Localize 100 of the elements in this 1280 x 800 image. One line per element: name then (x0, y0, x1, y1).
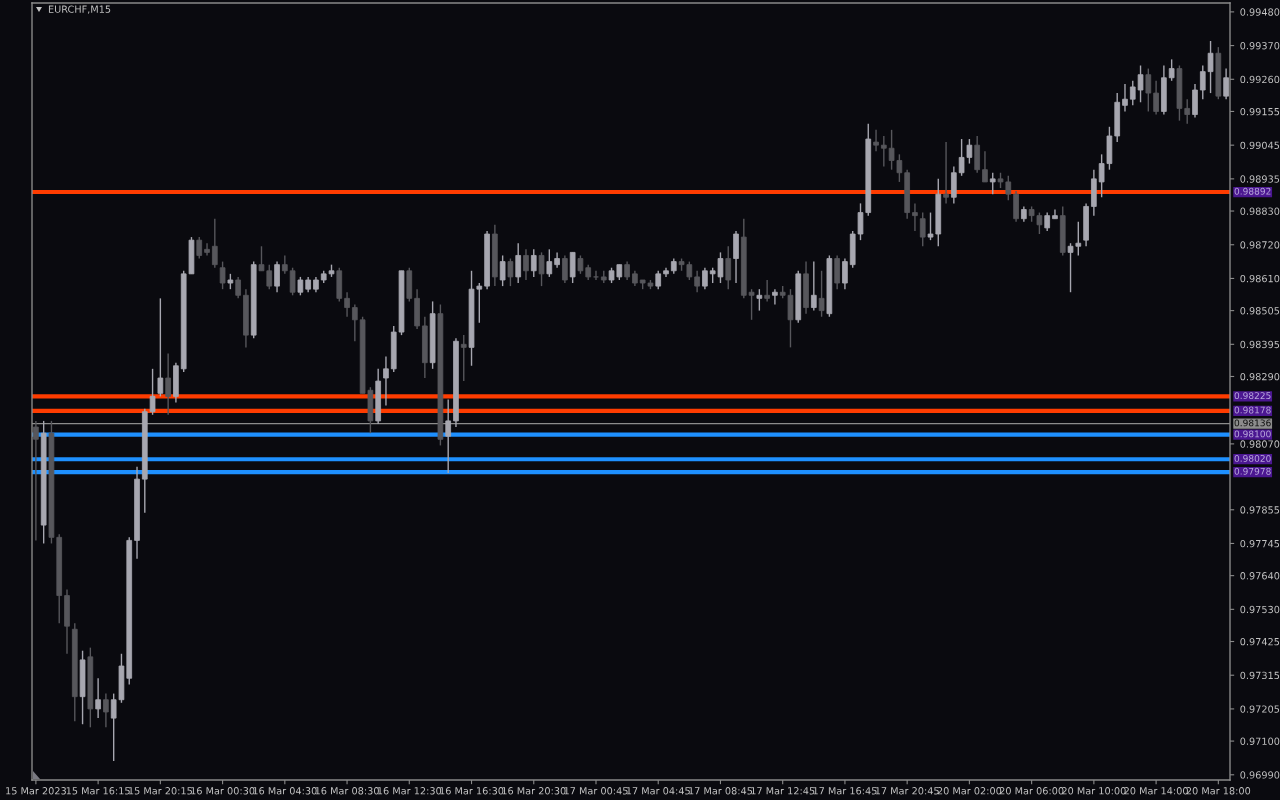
y-tick-label: 0.98610 (1240, 274, 1280, 283)
x-tick-label: 17 Mar 08:45 (689, 787, 753, 795)
candlestick (297, 276, 304, 296)
ref-line-label: 0.98136 (1234, 419, 1271, 427)
y-tick-label: 0.97745 (1240, 539, 1280, 548)
x-tick-label: 20 Mar 18:00 (1186, 787, 1251, 795)
candlestick (1184, 98, 1191, 125)
y-tick-label: 0.97100 (1240, 737, 1280, 745)
x-tick-label: 17 Mar 04:45 (626, 787, 690, 795)
candlestick (764, 279, 770, 303)
candlestick (880, 135, 887, 168)
y-tick-label: 0.97425 (1240, 637, 1280, 646)
y-tick-label: 0.99155 (1240, 107, 1280, 116)
candlestick (919, 211, 926, 247)
x-tick-label: 20 Mar 14:00 (1124, 787, 1188, 795)
ref-line-label: 0.98178 (1234, 406, 1271, 414)
candlestick (383, 355, 389, 407)
y-tick-label: 0.97530 (1240, 605, 1280, 614)
candlestick (725, 245, 732, 290)
candlestick (445, 398, 452, 474)
x-tick-label: 20 Mar 10:00 (1062, 787, 1126, 795)
candlestick (1145, 67, 1152, 113)
x-tick-label: 15 Mar 20:15 (128, 787, 192, 795)
x-tick-label: 15 Mar 2023 (6, 787, 66, 795)
candlestick (624, 260, 630, 281)
candlestick (281, 254, 288, 275)
x-tick-label: 16 Mar 00:30 (191, 787, 255, 795)
y-tick-label: 0.98070 (1240, 440, 1280, 448)
x-tick-label: 20 Mar 02:00 (937, 787, 1002, 795)
candlestick (982, 150, 988, 183)
candlestick (274, 260, 280, 293)
candlestick (577, 254, 584, 275)
candlestick (772, 288, 778, 306)
candlestick (873, 129, 879, 152)
candlestick (912, 202, 918, 232)
candlestick (1044, 211, 1051, 232)
candlestick (530, 248, 537, 278)
y-tick-label: 0.98830 (1240, 207, 1280, 215)
y-tick-label: 0.99045 (1240, 141, 1280, 149)
x-tick-label: 17 Mar 12:45 (751, 787, 815, 795)
candlestick (694, 270, 700, 293)
ref-line-label: 0.98892 (1234, 187, 1271, 195)
candlestick (196, 236, 203, 260)
candlestick (748, 288, 755, 321)
x-tick-label: 16 Mar 08:30 (315, 787, 379, 795)
candlestick (593, 270, 599, 281)
y-tick-label: 0.97205 (1240, 705, 1280, 713)
candlestick (546, 248, 553, 278)
candlestick (523, 248, 529, 281)
ref-line-label: 0.98100 (1234, 430, 1271, 438)
candlestick (1122, 83, 1128, 113)
candlestick (1168, 58, 1175, 82)
y-tick-label: 0.98935 (1240, 175, 1280, 183)
candlestick (344, 291, 350, 318)
ref-line-label: 0.97978 (1234, 467, 1271, 475)
candlestick (95, 677, 101, 719)
candlestick (499, 254, 506, 287)
candlestick (943, 141, 949, 205)
y-tick-label: 0.99260 (1240, 75, 1280, 84)
candlestick (211, 218, 218, 269)
x-tick-label: 15 Mar 16:15 (66, 787, 130, 795)
x-tick-label: 16 Mar 16:30 (440, 787, 504, 795)
candlestick (562, 254, 568, 284)
chart-title: EURCHF,M15 (48, 5, 111, 14)
candlestick (352, 303, 358, 342)
candlestick (289, 267, 296, 296)
candlestick (460, 334, 467, 382)
candlestick (702, 267, 708, 290)
ref-line-label: 0.98225 (1234, 392, 1271, 400)
candlestick (842, 257, 848, 290)
ref-line-label: 0.98020 (1234, 455, 1271, 462)
candlestick (219, 260, 226, 290)
y-tick-label: 0.98395 (1240, 340, 1280, 349)
x-tick-label: 17 Mar 16:45 (813, 787, 877, 795)
x-tick-label: 17 Mar 20:45 (875, 787, 939, 795)
y-tick-label: 0.98290 (1240, 372, 1280, 381)
y-tick-label: 0.98720 (1240, 241, 1280, 249)
x-tick-label: 16 Mar 04:30 (253, 787, 317, 795)
candlestick (157, 297, 164, 398)
y-tick-label: 0.99480 (1240, 8, 1280, 16)
candlestick (538, 251, 545, 287)
candlestick (507, 257, 514, 287)
candlestick (165, 352, 171, 416)
candlestick (818, 270, 825, 318)
y-tick-label: 0.99370 (1240, 42, 1280, 50)
y-tick-label: 0.97315 (1240, 671, 1280, 680)
candlestick (1153, 80, 1159, 116)
candlestick (204, 242, 210, 257)
candlestick (515, 242, 522, 284)
candlestick (235, 276, 241, 300)
candlestick (989, 172, 996, 195)
y-tick-label: 0.96990 (1240, 771, 1280, 779)
candlestick (810, 260, 817, 312)
candlestick (149, 368, 156, 416)
candlestick (103, 692, 109, 728)
y-tick-label: 0.98505 (1240, 307, 1280, 315)
candlestick (33, 420, 39, 542)
x-tick-label: 16 Mar 20:30 (502, 787, 566, 795)
candlestick (756, 288, 763, 312)
candlestick (655, 270, 662, 290)
